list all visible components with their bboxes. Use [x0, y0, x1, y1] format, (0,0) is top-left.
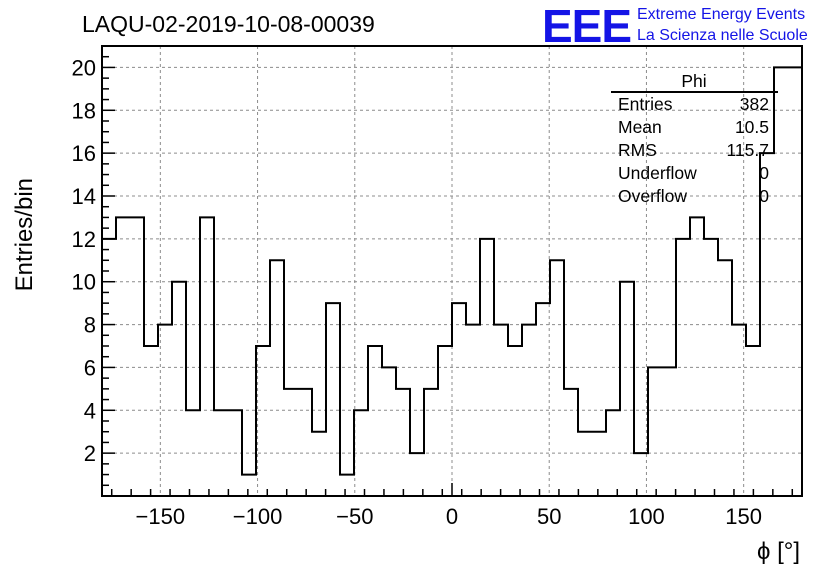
- stats-title: Phi: [681, 71, 706, 91]
- chart-title: LAQU-02-2019-10-08-00039: [82, 11, 375, 37]
- y-tick-label: 6: [84, 355, 96, 380]
- x-tick-label: 50: [537, 504, 561, 529]
- x-tick-label: 150: [725, 504, 762, 529]
- y-tick-label: 14: [72, 184, 96, 209]
- stats-entries-value: 382: [740, 94, 769, 114]
- eee-logo: EEE Extreme Energy Events La Scienza nel…: [542, 0, 808, 52]
- logo-line2: La Scienza nelle Scuole: [637, 27, 808, 44]
- stats-mean-label: Mean: [618, 117, 662, 137]
- x-tick-label: −100: [233, 504, 283, 529]
- y-tick-label: 16: [72, 141, 96, 166]
- x-tick-label: 100: [628, 504, 665, 529]
- grid-layer: [102, 46, 802, 496]
- tick-layer: [102, 55, 794, 496]
- y-tick-label: 4: [84, 398, 96, 423]
- stats-overflow-label: Overflow: [618, 186, 687, 206]
- histogram-series: [102, 66, 802, 476]
- logo-mark: EEE: [542, 0, 631, 52]
- stats-underflow-value: 0: [759, 163, 769, 183]
- stats-box: Phi Entries 382 Mean 10.5 RMS 115.7 Unde…: [611, 71, 778, 206]
- y-tick-label: 20: [72, 55, 96, 80]
- stats-rms-label: RMS: [618, 140, 657, 160]
- x-tick-label: −50: [336, 504, 373, 529]
- stats-overflow-value: 0: [759, 186, 769, 206]
- stats-mean-value: 10.5: [735, 117, 769, 137]
- y-tick-label: 10: [72, 270, 96, 295]
- x-axis-label: ϕ [°]: [757, 538, 800, 565]
- y-axis-label: Entries/bin: [11, 178, 38, 291]
- stats-entries-label: Entries: [618, 94, 673, 114]
- y-tick-label: 18: [72, 98, 96, 123]
- logo-line1: Extreme Energy Events: [637, 6, 805, 23]
- y-tick-label: 12: [72, 227, 96, 252]
- x-tick-label: 0: [446, 504, 458, 529]
- x-tick-label: −150: [136, 504, 186, 529]
- y-tick-label: 8: [84, 313, 96, 338]
- stats-underflow-label: Underflow: [618, 163, 697, 183]
- stats-rms-value: 115.7: [727, 140, 770, 160]
- tick-label-layer: −150 −100 −50 0 50 100 150 2 4 6 8 10 12 14 16 18 20: [72, 55, 763, 529]
- y-tick-label: 2: [84, 441, 96, 466]
